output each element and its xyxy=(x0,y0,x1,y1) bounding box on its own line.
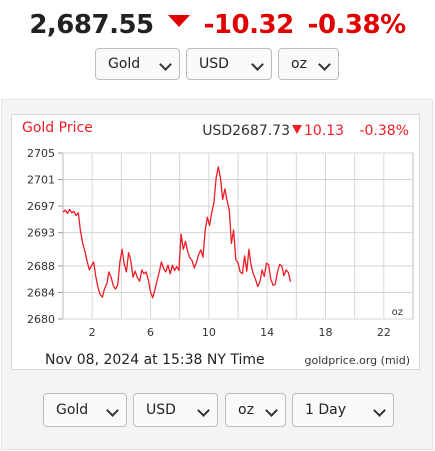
chart-currency-select[interactable]: USD xyxy=(133,393,218,427)
time-range-select[interactable]: 1 Day xyxy=(292,393,394,427)
x-tick-label: 14 xyxy=(260,326,274,339)
price-series xyxy=(62,166,292,299)
y-tick-label: 2680 xyxy=(27,313,55,326)
time-range-select-value: 1 Day xyxy=(305,402,347,418)
chart-title: Gold Price xyxy=(22,120,93,136)
price-line xyxy=(62,166,292,299)
down-triangle-icon xyxy=(292,125,302,134)
chart-current-price: USD2687.73 xyxy=(202,123,290,139)
metal-select[interactable]: Gold xyxy=(95,48,180,80)
chart-currency-select-value: USD xyxy=(146,402,176,418)
x-tick-label: 6 xyxy=(147,326,154,339)
y-tick-label: 2697 xyxy=(27,200,55,213)
y-tick-label: 2701 xyxy=(27,174,55,187)
unit-select-value: oz xyxy=(291,56,307,72)
chart-unit-select[interactable]: oz xyxy=(225,393,286,427)
chart-change-percent: -0.38% xyxy=(359,123,409,139)
chevron-down-icon xyxy=(265,404,278,417)
chevron-down-icon xyxy=(318,58,331,71)
y-tick-label: 2688 xyxy=(27,260,55,273)
chart-metal-select-value: Gold xyxy=(56,402,89,418)
chevron-down-icon xyxy=(373,404,386,417)
unit-select[interactable]: oz xyxy=(278,48,339,80)
spot-price: 2,687.55 xyxy=(29,10,154,40)
chevron-down-icon xyxy=(251,58,264,71)
quote-row: 2,687.55 -10.32 -0.38% xyxy=(0,6,435,44)
currency-select[interactable]: USD xyxy=(186,48,272,80)
x-tick-label: 2 xyxy=(89,326,96,339)
chevron-down-icon xyxy=(106,404,119,417)
chart-timestamp: Nov 08, 2024 at 15:38 NY Time xyxy=(45,352,265,368)
currency-select-value: USD xyxy=(199,56,229,72)
unit-label: oz xyxy=(392,307,403,318)
chevron-down-icon xyxy=(197,404,210,417)
x-axis-labels: 2 6 10 14 18 22 xyxy=(89,326,391,339)
y-tick-label: 2684 xyxy=(27,286,55,299)
chart-change: 10.13 xyxy=(304,123,344,139)
metal-select-value: Gold xyxy=(108,56,141,72)
chevron-down-icon xyxy=(159,58,172,71)
chart-unit-select-value: oz xyxy=(238,402,254,418)
y-axis-labels: 2680 2684 2688 2693 2697 2701 2705 xyxy=(27,147,55,326)
price-change-percent: -0.38% xyxy=(307,10,407,40)
down-triangle-icon xyxy=(167,15,190,27)
y-tick-label: 2693 xyxy=(27,227,55,240)
x-tick-label: 18 xyxy=(319,326,333,339)
chart-source: goldprice.org (mid) xyxy=(305,354,411,367)
grid-lines xyxy=(58,152,413,320)
x-tick-label: 10 xyxy=(202,326,216,339)
chart-box: 2680 2684 2688 2693 2697 2701 2705 2 6 10 14 18 22 … xyxy=(11,114,420,370)
chart-metal-select[interactable]: Gold xyxy=(43,393,127,427)
x-tick-label: 22 xyxy=(377,326,391,339)
y-tick-label: 2705 xyxy=(27,147,55,160)
price-change: -10.32 xyxy=(203,10,295,40)
